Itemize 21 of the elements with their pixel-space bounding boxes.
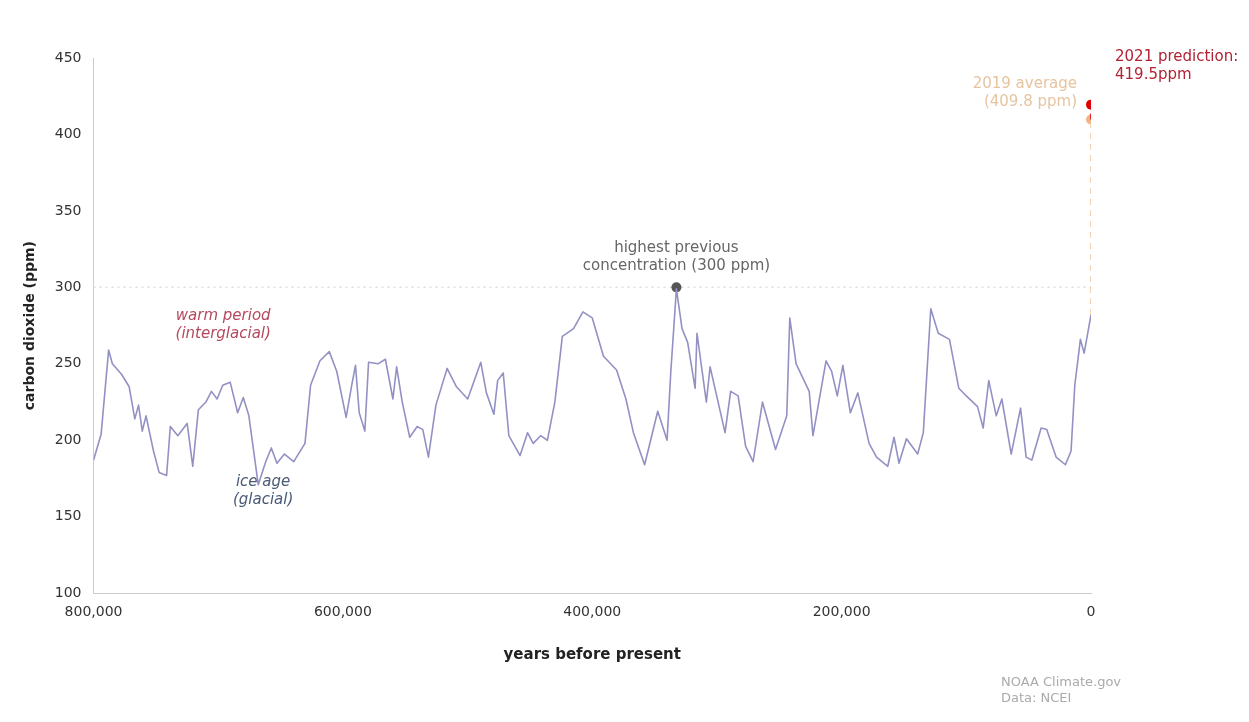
text: NOAA Climate.gov Data: NCEI [1001,674,1122,705]
y-tick-label: 200 [54,430,82,447]
annotation: ice age (glacial) [232,472,294,509]
y-tick-label: 300 [54,278,82,295]
y-tick-label: 100 [54,583,82,600]
y-tick-label: 400 [54,125,82,142]
y-tick-label: 350 [54,201,82,218]
y-axis-title: carbon dioxide (ppm) [21,240,38,411]
x-tick-label: 0 [1086,603,1096,620]
y-tick-label: 450 [54,48,82,65]
annotation: warm period (interglacial) [175,306,272,343]
x-tick-label: 800,000 [64,603,123,620]
y-tick-label: 150 [54,507,82,524]
x-axis-title: years before present [503,644,681,663]
annotation: 2019 average (409.8 ppm) [972,73,1077,110]
y-tick-label: 250 [54,354,82,371]
x-tick-label: 200,000 [812,603,871,620]
x-tick-label: 600,000 [313,603,372,620]
x-tick-label: 400,000 [563,603,622,620]
text: 2021 prediction: 419.5ppm [1115,47,1239,84]
annotation: highest previous concentration (300 ppm) [582,237,771,274]
